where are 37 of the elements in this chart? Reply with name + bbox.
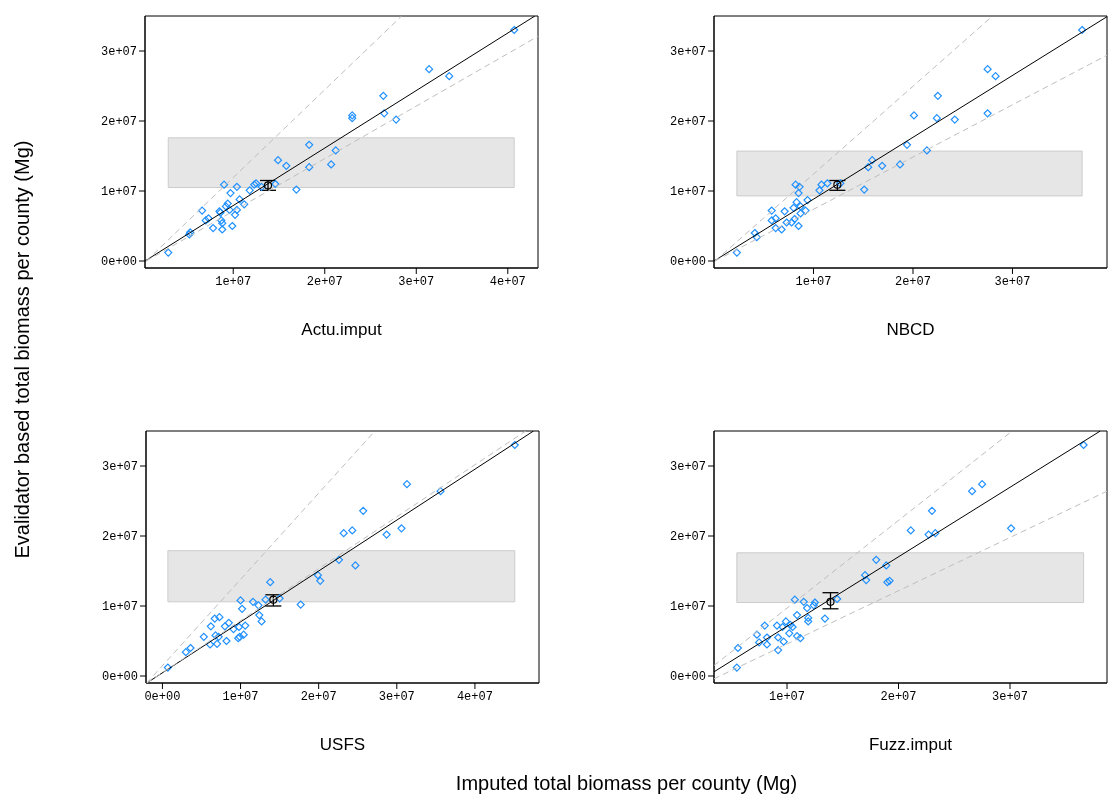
x-tick-label: 2e+07: [306, 274, 343, 289]
x-tick-label: 1e+07: [769, 689, 806, 704]
x-tick-label: 1e+07: [215, 274, 252, 289]
x-axis-title: NBCD: [885, 320, 936, 340]
x-axis-title: USFS: [318, 735, 367, 755]
x-tick-label: 3e+07: [992, 689, 1029, 704]
x-tick-label: 1e+07: [222, 689, 259, 704]
y-tick-label: 0e+00: [669, 255, 706, 270]
y-tick-label: 3e+07: [669, 460, 706, 475]
x-tick-label: 1e+07: [795, 274, 832, 289]
x-tick-label: 2e+07: [300, 689, 337, 704]
y-tick-label: 1e+07: [100, 185, 137, 200]
y-tick-label: 1e+07: [669, 185, 706, 200]
x-tick-label: 3e+07: [398, 274, 435, 289]
y-tick-label: 2e+07: [669, 530, 706, 545]
y-tick-label: 2e+07: [100, 115, 137, 130]
y-tick-label: 1e+07: [101, 600, 138, 615]
x-axis-title: Actu.imput: [300, 320, 383, 340]
x-tick-label: 2e+07: [880, 689, 917, 704]
y-tick-label: 2e+07: [669, 115, 706, 130]
x-tick-label: 2e+07: [894, 274, 931, 289]
y-tick-label: 1e+07: [669, 600, 706, 615]
x-tick-label: 0e+00: [144, 689, 181, 704]
y-tick-label: 3e+07: [101, 460, 138, 475]
y-tick-label: 0e+00: [101, 670, 138, 685]
text: Imputed total biomass per county (Mg): [454, 772, 799, 795]
x-tick-label: 3e+07: [378, 689, 415, 704]
x-tick-label: 4e+07: [456, 689, 493, 704]
y-tick-label: 0e+00: [100, 255, 137, 270]
y-tick-label: 3e+07: [100, 45, 137, 60]
x-axis-title: Fuzz.imput: [867, 735, 954, 755]
y-tick-label: 2e+07: [101, 530, 138, 545]
x-tick-label: 4e+07: [489, 274, 526, 289]
y-axis-title: Evalidator based total biomass per county (Mg): [10, 139, 34, 561]
y-tick-label: 3e+07: [669, 45, 706, 60]
x-tick-label: 3e+07: [994, 274, 1031, 289]
y-tick-label: 0e+00: [669, 670, 706, 685]
